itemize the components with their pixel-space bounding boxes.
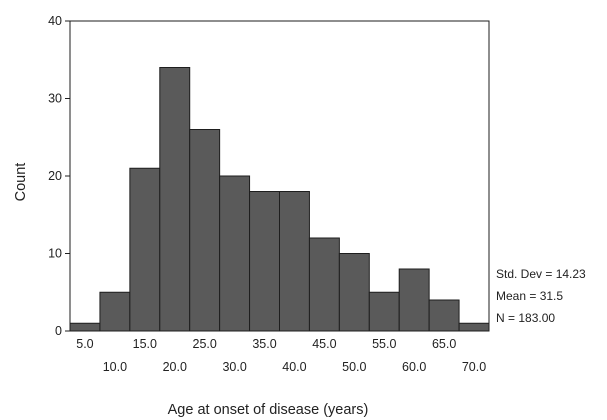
- bar-45.0: [308, 237, 340, 332]
- bar-25.0: [189, 129, 221, 332]
- stats-box: Std. Dev = 14.23 Mean = 31.5 N = 183.00: [496, 267, 586, 325]
- bar-60.0: [398, 268, 430, 332]
- y-tick-label: 20: [48, 169, 62, 183]
- x-tick-label: 20.0: [163, 360, 187, 374]
- bar-20.0: [159, 67, 191, 332]
- x-axis: 5.0 15.0 25.0 35.0 45.0 55.0 65.0 10.0 20.0 30.0 4…: [76, 337, 486, 374]
- y-tick-label: 10: [48, 247, 62, 261]
- bar-40.0: [279, 191, 310, 332]
- n-text: N = 183.00: [496, 311, 555, 325]
- x-tick-label: 10.0: [103, 360, 127, 374]
- x-tick-label: 15.0: [133, 337, 157, 351]
- y-tick-label: 40: [48, 14, 62, 28]
- x-tick-label: 40.0: [282, 360, 306, 374]
- x-tick-label: 50.0: [342, 360, 366, 374]
- bar-15.0: [129, 167, 161, 332]
- x-tick-label: 25.0: [193, 337, 217, 351]
- x-tick-label: 45.0: [312, 337, 336, 351]
- bar-50.0: [338, 253, 370, 332]
- y-tick-label: 0: [55, 324, 62, 338]
- x-axis-label: Age at onset of disease (years): [168, 402, 369, 418]
- bar-5.0: [69, 322, 101, 332]
- y-tick-label: 30: [48, 92, 62, 106]
- bar-55.0: [368, 291, 400, 332]
- bar-10.0: [99, 291, 131, 332]
- x-tick-label: 65.0: [432, 337, 456, 351]
- bar-30.0: [219, 175, 251, 332]
- bars-group: [69, 67, 490, 332]
- bar-65.0: [428, 299, 460, 332]
- x-tick-label: 55.0: [372, 337, 396, 351]
- y-axis: 0 10 20 30 40: [48, 14, 70, 338]
- mean-text: Mean = 31.5: [496, 289, 563, 303]
- x-tick-label: 60.0: [402, 360, 426, 374]
- bar-70.0: [458, 322, 490, 332]
- x-tick-label: 5.0: [76, 337, 93, 351]
- std-dev-text: Std. Dev = 14.23: [496, 267, 586, 281]
- x-tick-label: 30.0: [222, 360, 246, 374]
- x-tick-label: 35.0: [252, 337, 276, 351]
- bar-35.0: [249, 191, 281, 332]
- x-tick-label: 70.0: [462, 360, 486, 374]
- y-axis-label: Count: [13, 163, 29, 202]
